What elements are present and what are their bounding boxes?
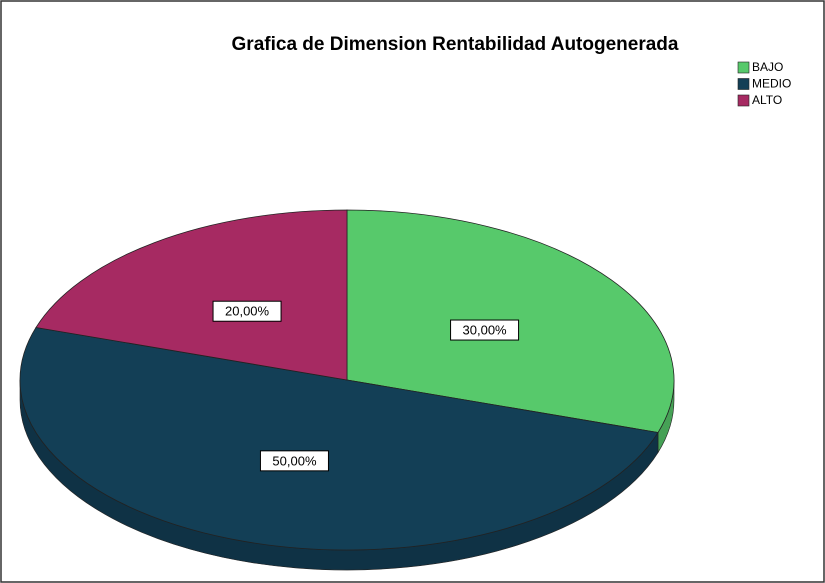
value-label-box: [450, 319, 520, 341]
legend-label: ALTO: [752, 93, 782, 107]
value-label-box: [212, 300, 282, 322]
legend-swatch: [737, 94, 750, 107]
value-label: 50,00%: [272, 453, 317, 468]
chart-title: Grafica de Dimension Rentabilidad Autoge…: [232, 34, 679, 55]
legend-label: MEDIO: [752, 77, 791, 91]
legend-swatch: [737, 61, 750, 74]
pie-slice: [35, 209, 348, 381]
value-label-box: [259, 450, 329, 472]
legend-label: BAJO: [752, 60, 783, 74]
value-label: 30,00%: [463, 322, 508, 337]
pie-slice: [19, 327, 659, 551]
legend-swatch: [737, 78, 750, 90]
value-label: 20,00%: [225, 304, 270, 319]
